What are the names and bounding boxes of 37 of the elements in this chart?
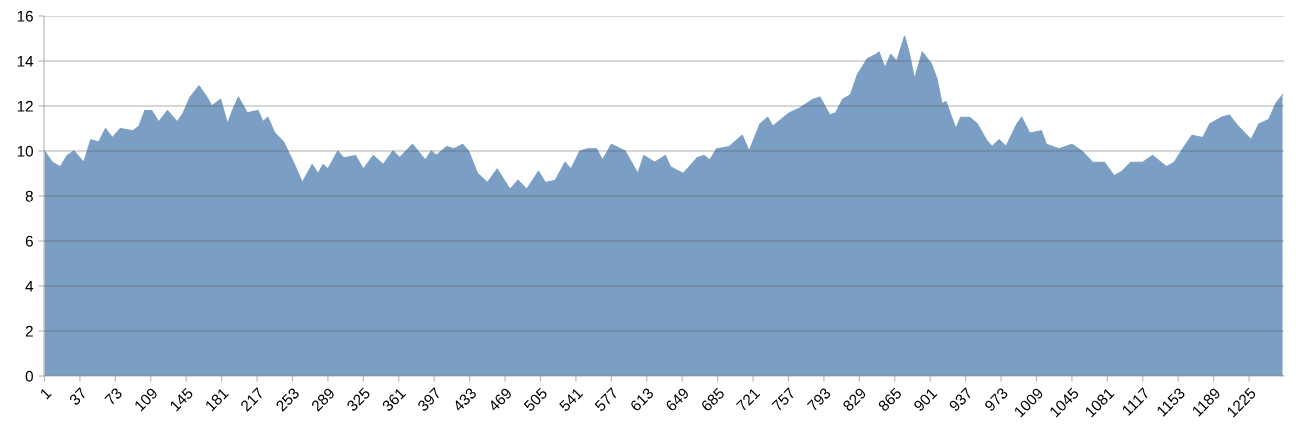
x-tick-label: 325 xyxy=(346,387,371,412)
x-tick-label: 145 xyxy=(169,387,194,412)
y-tick-label: 2 xyxy=(25,325,33,337)
y-tick-label: 0 xyxy=(25,370,33,382)
y-tick-label: 4 xyxy=(25,281,34,292)
x-tick-label: 397 xyxy=(416,387,442,412)
x-tick-label: 685 xyxy=(700,387,726,412)
x-tick-label: 37 xyxy=(68,387,88,406)
x-tick-label: 1 xyxy=(39,387,52,400)
x-tick-label: 829 xyxy=(842,387,867,412)
x-tick-label: 469 xyxy=(487,387,513,413)
x-tick-label: 289 xyxy=(310,387,336,412)
x-tick-label: 217 xyxy=(239,387,265,412)
x-tick-label: 361 xyxy=(381,387,407,412)
x-tick-label: 757 xyxy=(771,387,796,412)
x-tick-label: 541 xyxy=(558,387,584,412)
x-tick-label: 73 xyxy=(104,387,123,406)
x-tick-label: 973 xyxy=(983,387,1009,412)
y-tick-label: 14 xyxy=(17,56,34,67)
x-tick-label: 253 xyxy=(275,387,300,412)
y-tick-label: 10 xyxy=(17,145,33,157)
x-tick-label: 649 xyxy=(665,387,690,412)
y-tick-label: 12 xyxy=(17,100,33,112)
y-tick-label: 16 xyxy=(17,10,33,22)
x-tick-label: 793 xyxy=(806,387,832,412)
x-tick-label: 865 xyxy=(877,387,903,412)
x-tick-label: 937 xyxy=(948,387,974,412)
y-tick-label: 8 xyxy=(25,190,33,202)
x-tick-label: 901 xyxy=(912,387,938,412)
x-tick-label: 109 xyxy=(133,387,159,412)
x-tick-label: 505 xyxy=(523,387,548,412)
x-tick-label: 577 xyxy=(594,387,619,412)
x-tick-label: 721 xyxy=(735,387,761,412)
x-tick-label: 433 xyxy=(452,387,478,413)
x-tick-label: 613 xyxy=(629,387,655,412)
y-tick-label: 6 xyxy=(25,235,33,247)
x-tick-label: 181 xyxy=(204,387,230,412)
